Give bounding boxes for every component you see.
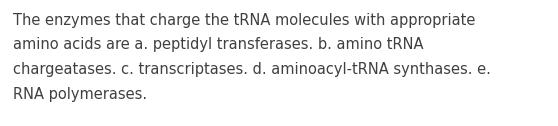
Text: RNA polymerases.: RNA polymerases.: [13, 87, 147, 102]
Text: The enzymes that charge the tRNA molecules with appropriate: The enzymes that charge the tRNA molecul…: [13, 13, 475, 28]
Text: amino acids are a. peptidyl transferases. b. amino tRNA: amino acids are a. peptidyl transferases…: [13, 38, 424, 53]
Text: chargeatases. c. transcriptases. d. aminoacyl-tRNA synthases. e.: chargeatases. c. transcriptases. d. amin…: [13, 62, 491, 77]
